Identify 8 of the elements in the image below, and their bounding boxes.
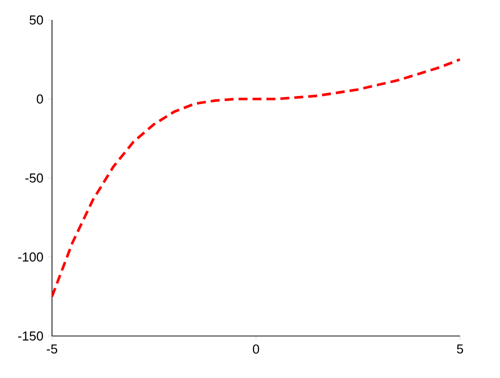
y-tick-label: 50: [30, 15, 43, 25]
x-tick-label: 5: [456, 344, 464, 354]
y-tick-label: -150: [18, 331, 43, 341]
x-tick-label: -5: [46, 344, 58, 354]
y-tick-label: -50: [25, 173, 43, 183]
y-tick-label: -100: [18, 252, 43, 262]
y-tick-label: 0: [36, 94, 43, 104]
x-tick-label: 0: [252, 344, 260, 354]
